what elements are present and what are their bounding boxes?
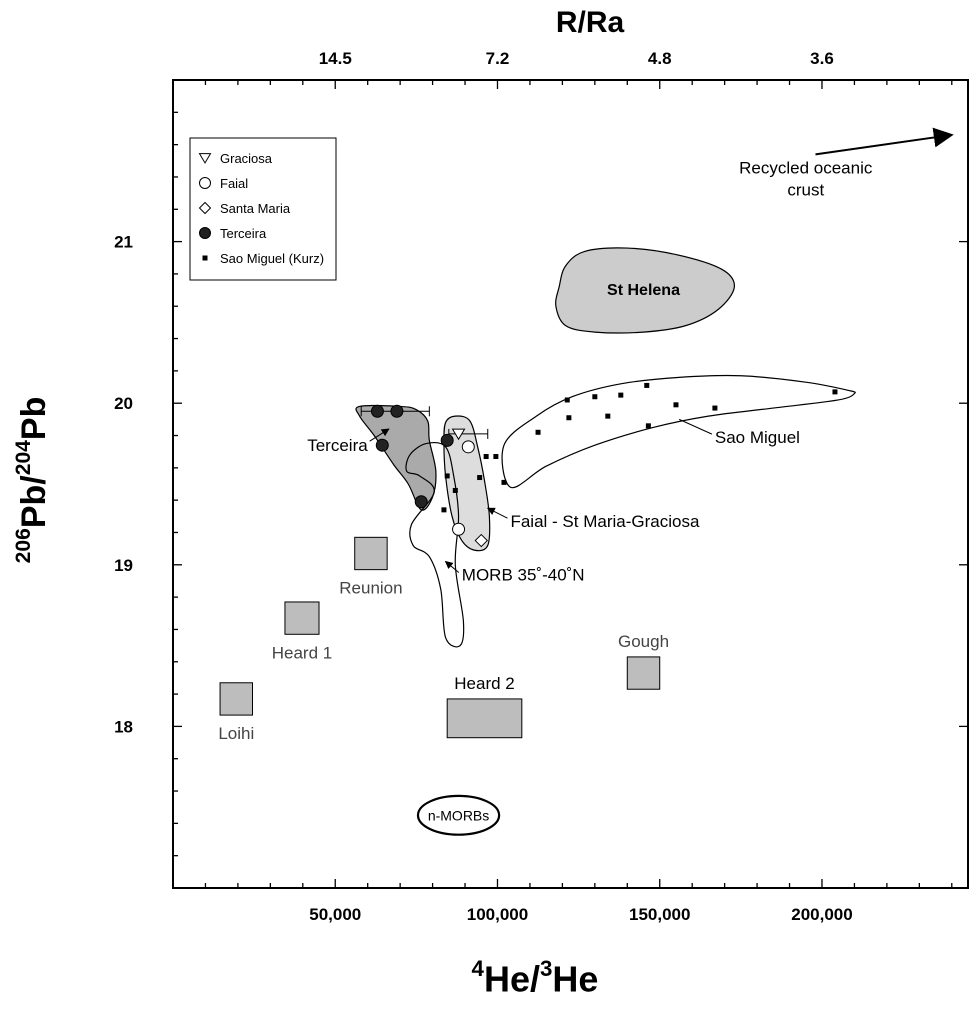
- point-sao-miguel-kurz-1: [452, 487, 458, 493]
- top-tick-label: 7.2: [486, 49, 510, 68]
- top-tick-label: 4.8: [648, 49, 672, 68]
- y-tick-label: 19: [114, 556, 133, 575]
- label-reunion: Reunion: [339, 579, 402, 598]
- point-sao-miguel-kurz-14: [645, 423, 651, 429]
- label-terceira: Terceira: [307, 436, 368, 455]
- plot-border: [172, 79, 969, 889]
- label-heard-2: Heard 2: [454, 674, 514, 693]
- legend: Graciosa Faial Santa Maria Terceira Sao Migu…: [189, 137, 337, 281]
- box-heard-1: [284, 601, 320, 635]
- axis-ticks: 50,000 100,000 150,000 200,000 18 19 20 21 14.5 7…: [114, 49, 968, 924]
- point-terceira-0: [370, 404, 384, 418]
- box-reunion: [354, 536, 388, 571]
- point-sao-miguel-kurz-5: [493, 454, 499, 460]
- x-tick-label: 50,000: [309, 905, 361, 924]
- point-sao-miguel-kurz-4: [483, 454, 489, 460]
- legend-box: [189, 137, 337, 281]
- top-axis-title: R/Ra: [555, 6, 625, 39]
- point-sao-miguel-kurz-6: [501, 479, 507, 485]
- top-tick-label: 3.6: [810, 49, 834, 68]
- legend-symbol-santa-maria: [198, 201, 212, 215]
- field-st-helena: [555, 247, 735, 334]
- arrow-faial: [486, 507, 508, 519]
- point-sao-miguel-kurz-0: [444, 473, 450, 479]
- legend-label-terceira: Terceira: [220, 226, 267, 241]
- label-n-morbs: n-MORBs: [428, 807, 489, 823]
- label-heard-1: Heard 1: [272, 643, 332, 662]
- legend-symbol-sao-miguel-kurz: [202, 255, 208, 261]
- point-santa-maria-0: [474, 533, 488, 548]
- point-sao-miguel-kurz-16: [712, 405, 718, 411]
- point-sao-miguel-kurz-7: [535, 429, 541, 435]
- y-tick-label: 21: [114, 233, 133, 252]
- label-faial-st-maria-graciosa: Faial - St Maria-Graciosa: [510, 512, 699, 531]
- point-terceira-1: [390, 404, 404, 418]
- point-terceira-4: [440, 433, 454, 447]
- leader-sao-miguel: [678, 418, 713, 435]
- y-axis-title: 206Pb/204Pb: [12, 396, 53, 564]
- y-tick-label: 18: [114, 717, 133, 736]
- field-morb-35-40-n: [405, 442, 465, 648]
- x-axis-title: 4He/3He: [471, 956, 599, 1000]
- field-sao-miguel: [501, 374, 856, 489]
- label-gough: Gough: [618, 632, 669, 651]
- plot-frame: [172, 79, 969, 889]
- point-sao-miguel-kurz-8: [564, 397, 570, 403]
- point-sao-miguel-kurz-12: [618, 392, 624, 398]
- legend-label-faial: Faial: [220, 176, 248, 191]
- point-sao-miguel-kurz-3: [477, 475, 483, 481]
- field-terceira: [355, 404, 437, 511]
- data-points: [360, 382, 838, 548]
- x-tick-label: 100,000: [467, 905, 528, 924]
- label-loihi: Loihi: [218, 724, 254, 743]
- field-regions: n-MORBs St Helena: [355, 247, 856, 836]
- point-sao-miguel-kurz-11: [605, 413, 611, 419]
- point-terceira-3: [414, 495, 428, 509]
- point-sao-miguel-kurz-15: [673, 402, 679, 408]
- point-sao-miguel-kurz-17: [832, 389, 838, 395]
- label-sao-miguel: Sao Miguel: [715, 428, 800, 447]
- label-recycled-line2: crust: [787, 181, 824, 200]
- label-morb: MORB 35˚-40˚N: [462, 565, 585, 584]
- legend-label-santa-maria: Santa Maria: [220, 201, 291, 216]
- top-tick-label: 14.5: [319, 49, 352, 68]
- y-tick-label: 20: [114, 394, 133, 413]
- box-loihi: [219, 682, 254, 716]
- legend-label-sao-miguel-kurz: Sao Miguel (Kurz): [220, 251, 324, 266]
- point-terceira-2: [375, 438, 389, 452]
- x-tick-label: 200,000: [791, 905, 852, 924]
- legend-symbol-faial: [199, 177, 211, 189]
- arrow-morb: [444, 560, 460, 573]
- arrow-recycled: [815, 127, 954, 156]
- arrow-terceira: [369, 428, 390, 442]
- box-gough: [626, 656, 661, 690]
- point-sao-miguel-kurz-2: [441, 507, 447, 513]
- legend-label-graciosa: Graciosa: [220, 151, 273, 166]
- legend-symbol-graciosa: [198, 153, 212, 164]
- point-sao-miguel-kurz-10: [592, 394, 598, 400]
- point-sao-miguel-kurz-13: [644, 382, 650, 388]
- annotations: Terceira Faial - St Maria-Graciosa Sao Mig…: [307, 127, 954, 584]
- field-n-morbs: [416, 794, 501, 836]
- point-graciosa-0: [451, 428, 466, 441]
- point-faial-0: [461, 440, 475, 454]
- point-faial-1: [452, 522, 466, 536]
- legend-symbol-terceira: [199, 227, 211, 239]
- label-st-helena: St Helena: [607, 282, 680, 299]
- label-recycled-line1: Recycled oceanic: [739, 159, 873, 178]
- point-sao-miguel-kurz-9: [566, 415, 572, 421]
- box-heard-2: [446, 698, 523, 739]
- hotspot-boxes: Reunion Heard 1 Loihi Gough Heard 2: [218, 536, 669, 743]
- x-tick-label: 150,000: [629, 905, 690, 924]
